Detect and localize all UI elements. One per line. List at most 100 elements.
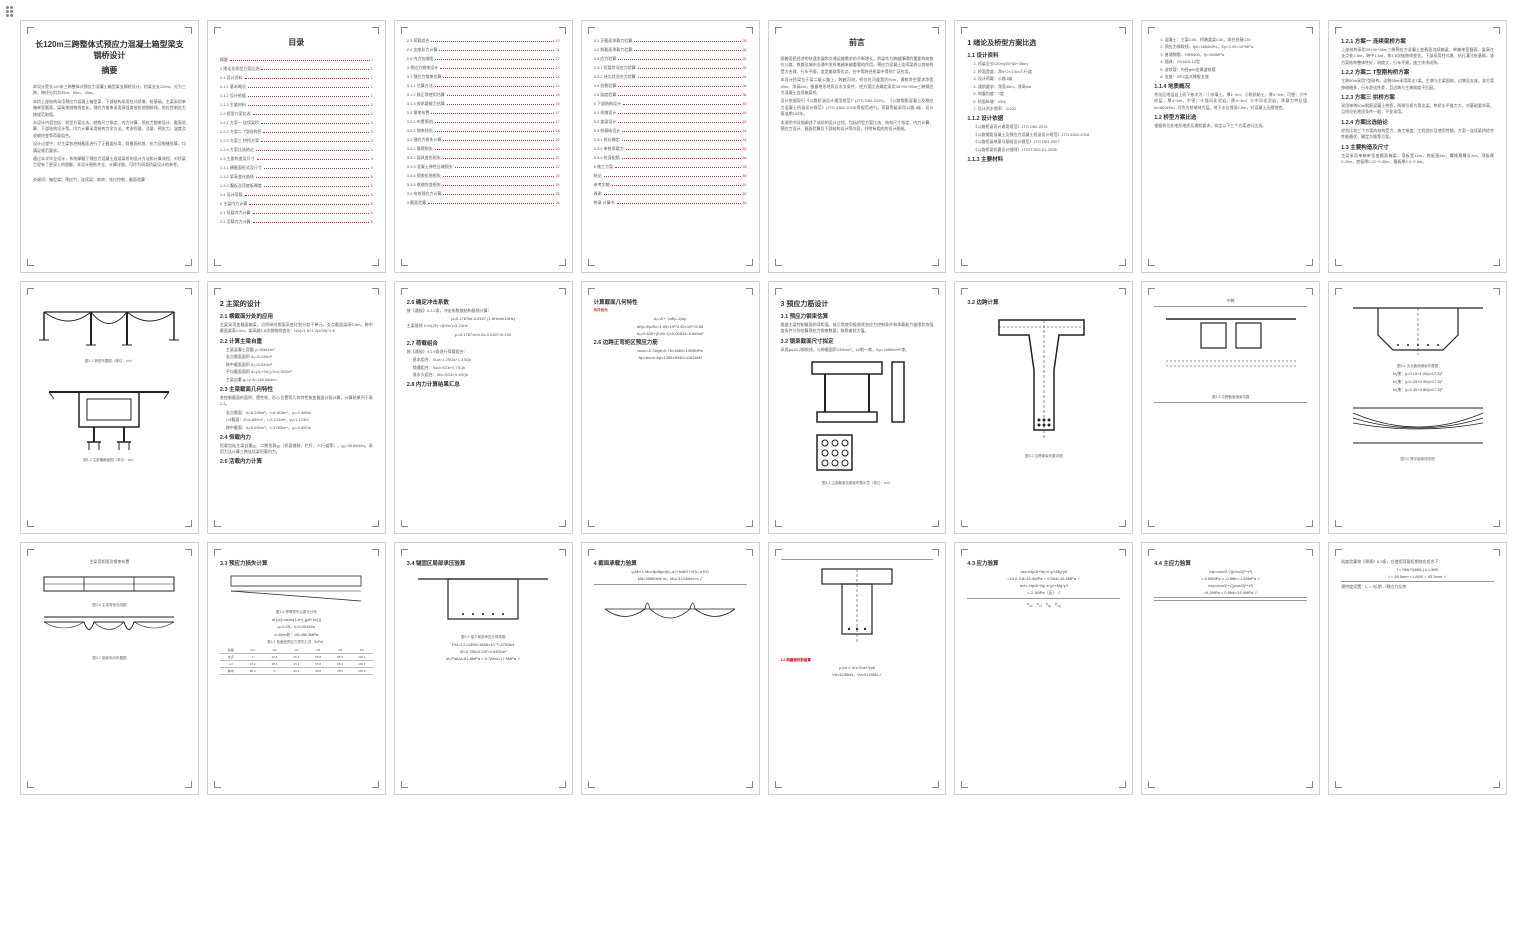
ch3-1-p: 根据主梁控制截面的弯矩值，按正常使用极限状态应力控制条件和承载能力极限状态强度条…	[781, 322, 934, 335]
edge-h: 2.6 边跨正弯矩区预应力筋	[594, 338, 747, 346]
toc-entry: 2.5 内力包络图12	[407, 55, 560, 62]
page-17[interactable]: 主梁弯矩图及钢束布置 图3-6 主梁弯矩包络图 图3-7 钢束纵向布置图	[20, 542, 199, 795]
list-item: =14.2-3.8=10.4MPa < 0.5fck=16.2MPa ✓	[967, 576, 1120, 581]
list-item: 《公路钢筋混凝土及预应力混凝土桥涵设计规范》JTG 3362-2018	[973, 132, 1120, 138]
loss-h: 3.3 预应力损失计算	[220, 559, 373, 567]
page-3[interactable]: 2.3 荷载组合102.4 支座反力计算112.5 内力包络图123 预应力钢束…	[394, 20, 573, 273]
list-item: 5. 波纹管：内径φ90金属波纹管	[1160, 67, 1307, 73]
page-22[interactable]: 4.3 应力验算 σcc=Np/A+Np·e·y/I-Mg·y/I=14.2-3…	[954, 542, 1133, 795]
ch2-2-list: 主梁混凝土容重 γ=26kN/m³支点截面面积 A₁=8.245m²跨中截面面积…	[220, 347, 373, 383]
ch1-deps: 《公路桥涵设计通用规范》JTG D60-2015《公路钢筋混凝土及预应力混凝土桥…	[967, 124, 1120, 153]
ch2-3-list: 支点截面：A=8.245m²，I=8.963m⁴，yₓ=1.486mL/4截面：…	[220, 410, 373, 431]
ch1-title: 1 绪论及桥型方案比选	[967, 38, 1120, 48]
ch1-1-3: 1.1.3 主要材料	[967, 155, 1120, 163]
scheme3-h: 1.2.3 方案三 拱桥方案	[1341, 93, 1494, 101]
page-7[interactable]: 1. 混凝土：主梁C50，桥墩盖梁C40，承台桩基C302. 预应力钢绞线：fp…	[1141, 20, 1320, 273]
list-item: σcp=σcx/2+√((σcx/2)²+τ²)	[1154, 583, 1307, 588]
toc-entry: 4 截面验算28	[407, 199, 560, 206]
toc-entry: 1.1 设计资料1	[220, 74, 373, 81]
list-item: Md=28650kN·m，Mu=31240kN·m ✓	[594, 576, 747, 582]
page-2[interactable]: 目录 摘要I1 绪论及桥型方案比选11.1 设计资料11.1.1 基本概况11.…	[207, 20, 386, 273]
edge-calc-h: 3.2 边跨计算	[967, 298, 1120, 306]
list-item: σl=Fld/Al=61.8MPa < 0.7βfcd=17.9MPa ✓	[407, 656, 560, 661]
abstract-p2: 本桥上部结构采用预应力混凝土箱型梁，下部结构采用柱式桥墩、桩基础。主梁采用单箱单…	[33, 99, 186, 118]
toc-entry: 3.2.1 布置原则17	[407, 118, 560, 125]
page-6[interactable]: 1 绪论及桥型方案比选 1.1 设计资料 1. 桥梁全长120m(35+50+3…	[954, 20, 1133, 273]
page-14[interactable]: 3.2 边跨计算 图3-2 边跨钢束布置详图	[954, 281, 1133, 534]
page-12[interactable]: 计算截面几何特性 换算截面 Aₒ=A+（αEp-1)ApαEp=Ep/Ec=1.…	[581, 281, 760, 534]
scheme-intro: 根据桥位处地形地质及通航要求，拟定以下三个方案进行比选。	[1154, 123, 1307, 129]
beam-plan-figure	[33, 569, 186, 599]
moment-h: 主梁弯矩图及钢束布置	[33, 559, 186, 565]
list-item: σcon=0.75fpk=0.75×1860=1395MPa	[594, 348, 747, 353]
page-23[interactable]: 4.4 主应力验算 σtp=σcx/2-√((σcx/2)²+τ²)=-0.83…	[1141, 542, 1320, 795]
fig3-4-cap: 图3-4 支点截面钢束布置图	[1341, 364, 1494, 369]
combo-p: 按《通规》4.1.5条进行荷载组合：	[407, 349, 560, 355]
page-18[interactable]: 3.3 预应力损失计算 图3-8 摩擦损失沿梁长分布 σl1(x)=σcon[1…	[207, 542, 386, 795]
toc-entry: 1 绪论及桥型方案比选1	[220, 65, 373, 72]
abstract-p1: 本设计是长120米三跨整体式预应力混凝土箱型梁支钢桥设计。桥梁全长120m，分为…	[33, 84, 186, 97]
list-item: 跨中截面面积 A₂=5.630m²	[226, 362, 373, 368]
page-5[interactable]: 前言 随着国民经济的快速发展和交通运输需求的不断增长，桥梁作为跨越障碍的重要构筑…	[768, 20, 947, 273]
toc-entry: 1.2.4 方案比选结论4	[220, 146, 373, 153]
anchor-h: 3.4 锚固区局部承压验算	[407, 559, 560, 567]
fig1-2-caption: 图1-2 主梁横截面图（单位：cm）	[33, 458, 186, 463]
preface-p1: 随着国民经济的快速发展和交通运输需求的不断增长，桥梁作为跨越障碍的重要构筑物在公…	[781, 56, 934, 75]
toc-entry: 1.3.1 横截面形式及尺寸4	[220, 164, 373, 171]
fig3-1-cap: 图3-1 主梁截面及钢束布置示意（单位：cm）	[781, 481, 934, 486]
summary-h: 2.8 内力计算结果汇总	[407, 380, 560, 388]
list-item: Aₒ=5.630+(5.65-1)×0.00834=5.669m²	[594, 331, 747, 336]
list-item: N₃束：y=0.35+0.85(x/17.5)²	[1341, 387, 1494, 393]
page-4[interactable]: 4.1 正截面承载力验算284.2 斜截面承载力验算304.3 应力验算324.…	[581, 20, 760, 273]
p24-f1: f = 5ML²/(48B₀) ≤ L/600	[1341, 567, 1494, 572]
list-item: x=60m处：σl1=86.3MPa	[220, 632, 373, 638]
stress-formulas: σcc=Np/A+Np·e·y/I-Mg·y/I=14.2-3.8=10.4MP…	[967, 569, 1120, 596]
page-10[interactable]: 2 主梁的设计 2.1 横截面分处的应用 主梁采用变截面箱梁，沿桥纵向按梁高变化…	[207, 281, 386, 534]
geo-heading: 1.1.4 地质概况	[1154, 82, 1307, 90]
list-item: Np=σcon·Ap=1395×8340=11634kN	[594, 355, 747, 360]
toc-entry: 4.2 斜截面承载力验算30	[594, 46, 747, 53]
toc-entry: 4.1 正截面承载力验算28	[594, 37, 747, 44]
principal-formulas: σtp=σcx/2-√((σcx/2)²+τ²)=-0.83MPa > -0.6…	[1154, 569, 1307, 595]
toc-entry: 4.3 应力验算32	[594, 55, 747, 62]
ch2-2: 2.2 计算主梁自重	[220, 337, 373, 345]
toc-entry: 1.2.3 方案三 拱桥方案3	[220, 137, 373, 144]
page-1[interactable]: 长120m三跨整体式预应力混凝土箱型梁支钢桥设计 摘要 本设计是长120米三跨整…	[20, 20, 199, 273]
page-16[interactable]: 图3-4 支点截面钢束布置图 N₁束：y=0.15+1.05(x/17.5)²N…	[1328, 281, 1507, 534]
edge-formulas: σcon=0.75fpk=0.75×1860=1395MPa Np=σcon·Ap…	[594, 348, 747, 360]
combo-list: 基本组合：Sud=1.2SGk+1.4SQk频遇组合：Ssd=SGk+0.7SQ…	[407, 357, 560, 378]
toc-entry: 1.1.3 主要材料2	[220, 101, 373, 108]
impact-p2: 主梁基频 f=π/(2l²)·√(EI/m)=3.24Hz	[407, 323, 560, 329]
list-item: 准永久组合：Sld=SGk+0.4SQk	[413, 372, 560, 378]
scheme2-p: 主跨50m采用T型刚构，边跨35m采用简支T梁。主墩与主梁固结，边墩设支座。该方…	[1341, 78, 1494, 91]
list-item: N₂束：y=0.25+0.95(x/17.5)²	[1341, 379, 1494, 385]
p24-text: 挠度验算按《预规》6.5条，在使用荷载短期效应组合下：	[1341, 559, 1494, 565]
toc-entry: 2 主梁内力计算6	[220, 200, 373, 207]
page-11[interactable]: 2.6 确定冲击系数 按《通规》4.3.2条，冲击系数按结构基频计算： μ=0.…	[394, 281, 573, 534]
toc-entry: 5.2 盖梁设计42	[594, 118, 747, 125]
toc-entry: 3.3.4 钢束松弛损失23	[407, 172, 560, 179]
preface-p3: 设计依据现行《公路桥涵设计通用规范》(JTG D60-2015)、《公路钢筋混凝…	[781, 98, 934, 117]
list-item: σct=-Np/A+Np·e·y/I+Mg·y/I	[967, 583, 1120, 588]
page-9[interactable]: 图1-1 桥型布置图（单位：cm） 图1-2 主梁横截面图（单位：cm）	[20, 281, 199, 534]
page-15[interactable]: 中跨 图3-3 中跨截面钢束布置	[1141, 281, 1320, 534]
stress-symbols: σcc σct σtp σcp	[967, 601, 1120, 608]
shear-formulas: γ₀Vd ≤ Vu=Vcs+VpbVd=4235kN，Vu=5120kN ✓	[781, 665, 934, 678]
list-item: 平均截面面积 A=(A₁+2A₂)/3=6.502m²	[226, 369, 373, 375]
page-24[interactable]: 挠度验算按《预规》6.5条，在使用荷载短期效应组合下： f = 5ML²/(48…	[1328, 542, 1507, 795]
fig3-2-cap: 图3-2 边跨钢束布置详图	[967, 454, 1120, 459]
page-19[interactable]: 3.4 锚固区局部承压验算 图3-9 锚下局部承压计算简图 Fld=1.2×13…	[394, 542, 573, 795]
page-20[interactable]: 4 截面承载力验算 γ₀Md ≤ Mu=fpdApd(h₀-a')+fcdb'f…	[581, 542, 760, 795]
p24-text2: 预拱度设置：fₚ = f长期 - f预应力反拱	[1341, 584, 1494, 590]
page-8[interactable]: 1.2.1 方案一 连续梁桥方案 上部结构采用35+50+35m三跨预应力混凝土…	[1328, 20, 1507, 273]
fig1-1-caption: 图1-1 桥型布置图（单位：cm）	[33, 359, 186, 364]
anchor-zone-figure	[407, 571, 560, 631]
page-13[interactable]: 3 预应力筋设计 3.1 预应力钢束估算 根据主梁控制截面的弯矩值，按正常使用极…	[768, 281, 947, 534]
impact-p1: 按《通规》4.3.2条，冲击系数按结构基频计算：	[407, 308, 560, 314]
abstract-heading: 摘要	[33, 65, 186, 76]
impact-f1: μ=0.1767lnf-0.0157 (1.5Hz≤f≤14Hz)	[407, 316, 560, 321]
shear-h: 4.2 斜截面抗剪验算	[781, 658, 934, 663]
list-item: 主梁混凝土容重 γ=26kN/m³	[226, 347, 373, 353]
list-item: 频遇组合：Ssd=SGk+0.7SQk	[413, 365, 560, 371]
page-21[interactable]: 4.2 斜截面抗剪验算 γ₀Vd ≤ Vu=Vcs+VpbVd=4235kN，V…	[768, 542, 947, 795]
